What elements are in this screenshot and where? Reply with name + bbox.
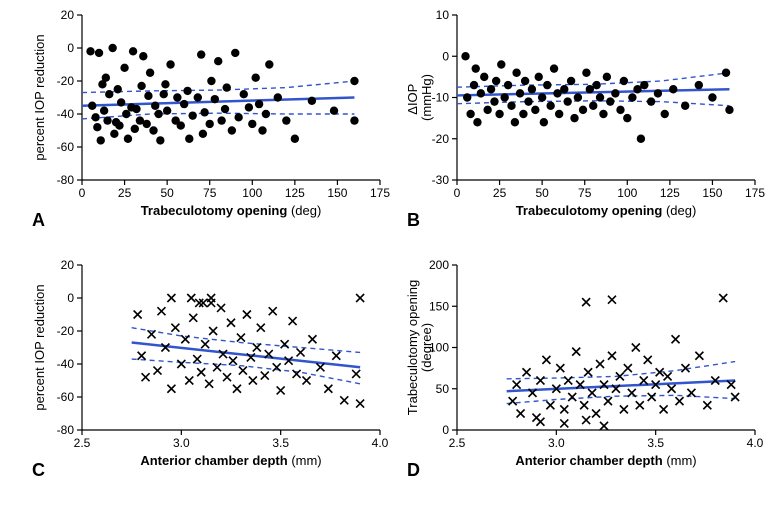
panel-a: 0 25 50 75 100 125 150 175 -80 -60 -40 -20 0 20 Trabec… — [30, 5, 390, 230]
svg-text:Anterior chamber depth (mm): Anterior chamber depth (mm) — [515, 453, 696, 468]
svg-text:25: 25 — [118, 186, 132, 200]
svg-text:3.0: 3.0 — [173, 436, 190, 450]
svg-text:-80: -80 — [57, 173, 75, 187]
svg-text:0: 0 — [79, 186, 86, 200]
svg-text:100: 100 — [617, 186, 637, 200]
svg-text:3.5: 3.5 — [647, 436, 664, 450]
svg-text:200: 200 — [429, 258, 449, 272]
svg-text:25: 25 — [493, 186, 507, 200]
panel-c: 2.5 3.0 3.5 4.0 -80 -60 -40 -20 0 20 Anterior cham… — [30, 255, 390, 480]
svg-text:-20: -20 — [432, 132, 450, 146]
svg-text:175: 175 — [745, 186, 765, 200]
svg-text:125: 125 — [285, 186, 305, 200]
svg-text:4.0: 4.0 — [747, 436, 764, 450]
svg-text:-40: -40 — [57, 107, 75, 121]
svg-text:75: 75 — [203, 186, 217, 200]
svg-text:0: 0 — [442, 423, 449, 437]
svg-text:0: 0 — [67, 41, 74, 55]
svg-text:-10: -10 — [432, 91, 450, 105]
panel-b: 0 25 50 75 100 125 150 175 -30 -20 -10 0 10 Trabeculo… — [405, 5, 765, 230]
svg-text:D: D — [407, 460, 420, 480]
svg-text:Trabeculotomy opening (deg): Trabeculotomy opening (deg) — [516, 203, 697, 218]
svg-text:Anterior chamber depth (mm): Anterior chamber depth (mm) — [140, 453, 321, 468]
svg-text:-60: -60 — [57, 140, 75, 154]
svg-text:0: 0 — [67, 291, 74, 305]
svg-text:B: B — [407, 210, 420, 230]
svg-text:3.0: 3.0 — [548, 436, 565, 450]
figure-container: 0255075100125150175-80-60-40-20020Trabec… — [0, 0, 777, 505]
svg-text:percent IOP reduction: percent IOP reduction — [32, 284, 47, 410]
svg-text:10: 10 — [436, 8, 450, 22]
svg-text:75: 75 — [578, 186, 592, 200]
svg-text:150: 150 — [702, 186, 722, 200]
svg-text:-60: -60 — [57, 390, 75, 404]
svg-text:3.5: 3.5 — [272, 436, 289, 450]
svg-text:100: 100 — [242, 186, 262, 200]
svg-text:50: 50 — [535, 186, 549, 200]
svg-text:20: 20 — [61, 8, 75, 22]
panel-d: 2.53.03.54.0050100150200Anterior chamber… — [405, 255, 765, 480]
svg-text:4.0: 4.0 — [372, 436, 389, 450]
svg-text:175: 175 — [370, 186, 390, 200]
svg-text:50: 50 — [436, 382, 450, 396]
svg-text:-40: -40 — [57, 357, 75, 371]
svg-text:50: 50 — [160, 186, 174, 200]
svg-text:C: C — [32, 460, 45, 480]
svg-text:20: 20 — [61, 258, 75, 272]
svg-text:2.5: 2.5 — [74, 436, 91, 450]
svg-text:125: 125 — [660, 186, 680, 200]
svg-text:-80: -80 — [57, 423, 75, 437]
svg-text:ΔIOP (mmHg): ΔIOP (mmHg) — [405, 74, 434, 121]
svg-text:percent IOP reduction: percent IOP reduction — [32, 34, 47, 160]
svg-text:150: 150 — [327, 186, 347, 200]
svg-text:-20: -20 — [57, 324, 75, 338]
svg-text:0: 0 — [454, 186, 461, 200]
svg-text:-20: -20 — [57, 74, 75, 88]
svg-text:A: A — [32, 210, 45, 230]
svg-text:150: 150 — [429, 299, 449, 313]
svg-text:Trabeculotomy opening (deg): Trabeculotomy opening (deg) — [141, 203, 322, 218]
svg-text:-30: -30 — [432, 173, 450, 187]
svg-text:0: 0 — [442, 49, 449, 63]
svg-text:2.5: 2.5 — [449, 436, 466, 450]
